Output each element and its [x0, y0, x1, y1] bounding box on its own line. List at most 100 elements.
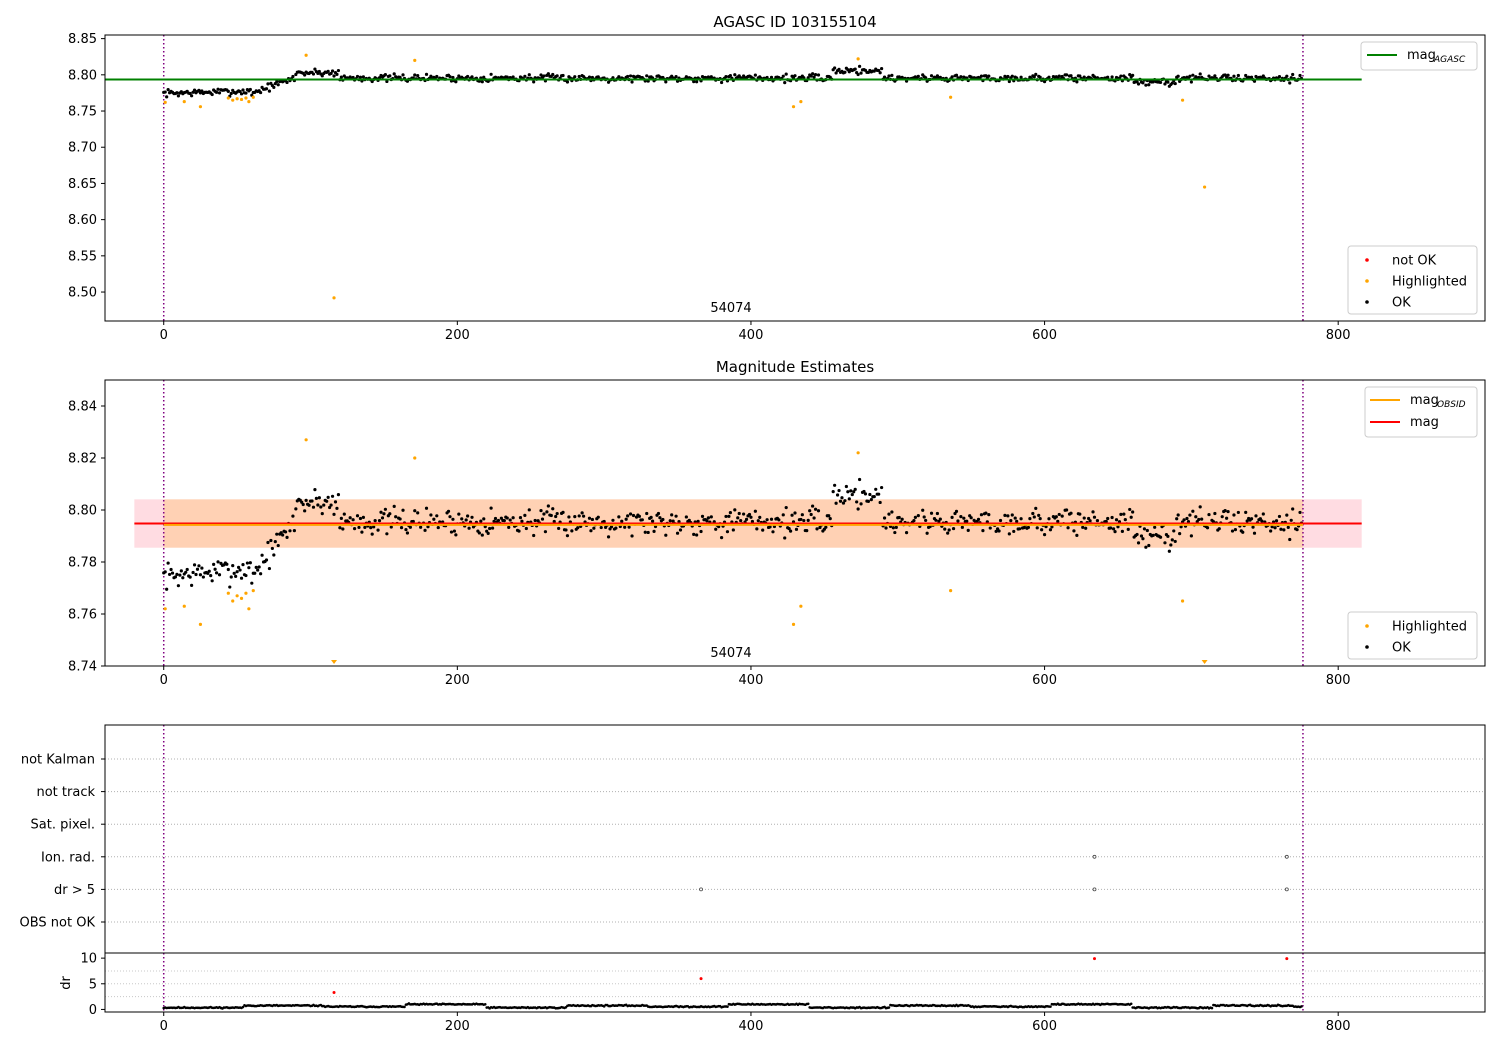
ok-point [226, 89, 230, 93]
ok-point [1084, 526, 1088, 530]
ok-point [761, 528, 765, 532]
highlighted-point [799, 604, 803, 608]
ok-point [269, 538, 273, 543]
panel2-x-tick-label: 200 [445, 673, 470, 688]
ok-point [794, 527, 799, 531]
ok-point [816, 509, 821, 513]
ok-point [363, 525, 367, 530]
ok-point [668, 519, 672, 523]
ok-point [1147, 543, 1151, 548]
ok-point [1007, 79, 1011, 84]
ok-point [546, 72, 550, 76]
ok-point [429, 74, 433, 78]
ok-point [1176, 513, 1180, 517]
highlighted-point [198, 105, 203, 109]
ok-point [328, 505, 332, 510]
legend-marker [1365, 279, 1369, 283]
ok-point [1111, 527, 1116, 531]
ok-point [322, 503, 326, 507]
ok-point [1042, 533, 1047, 537]
ok-point [988, 526, 992, 530]
ok-point [1277, 514, 1282, 519]
ok-point [1056, 519, 1060, 523]
ok-point [938, 517, 942, 521]
ok-point [1106, 75, 1110, 79]
ok-point [523, 513, 527, 517]
ok-point [505, 75, 509, 79]
ok-point [338, 526, 342, 530]
ok-point [454, 533, 458, 537]
ok-point [877, 492, 881, 496]
ok-point [357, 525, 361, 530]
ok-point [1054, 515, 1058, 519]
panel1-y-tick-label: 8.70 [68, 141, 97, 156]
ok-point [863, 492, 868, 496]
ok-point [824, 525, 828, 529]
ok-point [857, 477, 862, 482]
ok-point [658, 516, 662, 520]
ok-point [542, 74, 546, 78]
ok-point [281, 533, 285, 537]
ok-point [361, 75, 365, 79]
ok-point [750, 519, 755, 524]
ok-point [1295, 528, 1299, 532]
ok-point [1232, 74, 1236, 78]
ok-point [951, 526, 956, 531]
ok-point [712, 520, 716, 524]
ok-point [1197, 75, 1201, 80]
ok-point [216, 87, 220, 91]
ok-point [1037, 513, 1041, 517]
ok-point [929, 511, 934, 515]
ok-point [1158, 80, 1163, 85]
ok-point [853, 67, 857, 71]
ok-point [1144, 83, 1148, 87]
ok-point [1207, 512, 1211, 517]
ok-point [319, 505, 323, 509]
ok-point [508, 518, 512, 522]
ok-point [175, 572, 179, 576]
panel1-x-tick-label: 200 [445, 328, 470, 343]
ok-point [466, 514, 470, 518]
ok-point [496, 518, 501, 523]
ok-point [1113, 530, 1117, 534]
ok-point [229, 575, 233, 579]
ok-point [1135, 80, 1139, 84]
ok-point [1170, 538, 1174, 542]
ok-point [238, 568, 242, 572]
ok-point [567, 515, 571, 519]
ok-point [592, 526, 596, 530]
ok-point [383, 73, 388, 77]
ok-point [880, 66, 884, 71]
ok-point [617, 75, 621, 79]
ok-point [692, 532, 696, 536]
ok-point [260, 553, 264, 557]
ok-point [981, 529, 985, 533]
ok-point [270, 546, 274, 551]
ok-point [834, 71, 838, 75]
ok-point [416, 74, 420, 78]
panel4-y-tick-label: 5 [89, 977, 97, 992]
ok-point [916, 74, 920, 78]
ok-point [394, 515, 398, 519]
ok-point [192, 88, 197, 92]
ok-point [1117, 520, 1122, 524]
ok-point [539, 73, 543, 77]
ok-point [339, 516, 343, 520]
clipped-point-marker [1201, 660, 1208, 664]
panel4-x-tick-label: 200 [445, 1019, 470, 1034]
ok-point [1015, 519, 1019, 523]
ok-point [1223, 509, 1227, 513]
dr-point [403, 1005, 406, 1009]
ok-point [576, 526, 580, 530]
highlighted-point [304, 53, 308, 57]
ok-point [1236, 510, 1240, 515]
ok-point [1213, 511, 1217, 516]
panel-mag-estimates: Magnitude Estimates 54074 0 200 400 600 800 8.7… [68, 358, 1486, 688]
ok-point [446, 509, 451, 513]
ok-point [1106, 516, 1110, 521]
ok-point [837, 488, 841, 493]
ok-point [731, 528, 735, 532]
ok-point [1230, 529, 1235, 533]
ok-point [620, 519, 624, 523]
ok-point [1188, 74, 1192, 78]
